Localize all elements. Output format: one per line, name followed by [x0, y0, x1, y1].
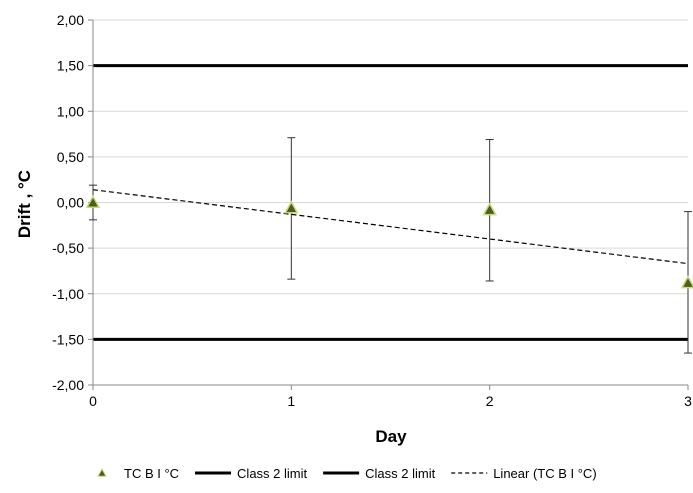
legend-marker-triangle: [97, 467, 107, 477]
x-tick-label: 0: [89, 393, 97, 409]
x-tick-label: 3: [684, 393, 692, 409]
y-tick-label: 0,00: [57, 195, 84, 211]
x-tick-label: 1: [287, 393, 295, 409]
data-point-triangle: [284, 200, 299, 214]
legend-label: Linear (TC B I °C): [493, 466, 596, 481]
data-point-triangle: [680, 275, 693, 289]
y-tick-label: 1,00: [57, 103, 84, 119]
y-tick-label: 0,50: [57, 149, 84, 165]
x-tick-label: 2: [486, 393, 494, 409]
y-tick-label: -1,00: [52, 286, 84, 302]
linear-trendline: [92, 189, 689, 265]
data-point-triangle: [85, 194, 101, 209]
y-tick-label: -2,00: [52, 377, 84, 393]
y-tick-label: -0,50: [52, 240, 84, 256]
y-tick-label: -1,50: [52, 331, 84, 347]
data-point-triangle: [482, 202, 497, 216]
legend-label: TC B I °C: [124, 466, 179, 481]
y-axis-title: Drift , °C: [15, 170, 34, 238]
x-axis-title: Day: [375, 427, 407, 446]
legend-label: Class 2 limit: [237, 466, 307, 481]
legend: TC B I °C Class 2 limit Class 2 limit Linea…: [97, 466, 597, 481]
y-tick-label: 1,50: [57, 58, 84, 74]
legend-label: Class 2 limit: [365, 466, 435, 481]
y-tick-label: 2,00: [57, 12, 84, 28]
